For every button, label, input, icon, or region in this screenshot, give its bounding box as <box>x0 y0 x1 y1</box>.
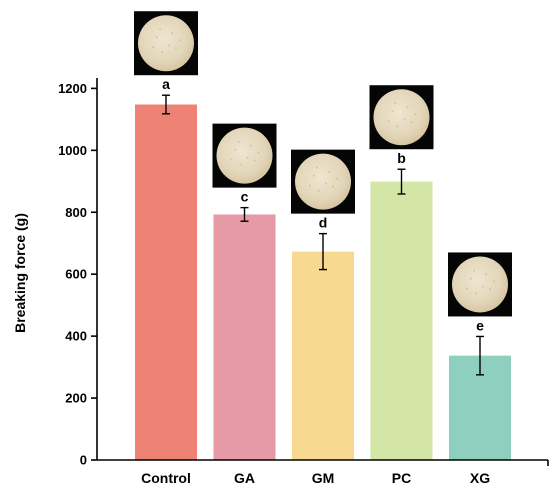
significance-labels: a c d b e <box>162 76 484 333</box>
significance-label-pc: b <box>397 150 406 166</box>
significance-label-ga: c <box>241 189 249 205</box>
error-bar-control <box>162 94 170 115</box>
x-axis-labels: Control GA GM PC XG <box>141 470 490 486</box>
y-tick-label: 800 <box>65 205 87 220</box>
y-tick-label: 600 <box>65 267 87 282</box>
bar-ga <box>213 214 276 460</box>
y-tick-label: 0 <box>80 453 87 468</box>
x-tick-label-ga: GA <box>234 470 255 486</box>
y-tick-label: 1200 <box>58 81 87 96</box>
significance-label-xg: e <box>476 317 484 333</box>
error-bar-pc <box>397 168 406 195</box>
significance-label-gm: d <box>319 215 328 231</box>
significance-label-control: a <box>162 76 170 92</box>
sample-images <box>134 11 512 317</box>
x-tick-label-pc: PC <box>392 470 411 486</box>
error-bars <box>162 94 484 376</box>
bar-gm <box>292 251 354 460</box>
error-bar-xg <box>476 335 484 376</box>
sample-disc-image-ga <box>212 123 277 188</box>
sample-disc-image-gm <box>291 149 355 214</box>
bar-pc <box>370 181 433 460</box>
x-tick-label-control: Control <box>141 470 191 486</box>
y-tick-label: 1000 <box>58 143 87 158</box>
y-tick-label: 400 <box>65 329 87 344</box>
y-axis-ticks: 0 200 400 600 800 1000 1200 <box>58 81 97 468</box>
x-tick-label-xg: XG <box>470 470 490 486</box>
y-tick-label: 200 <box>65 391 87 406</box>
sample-disc-image-pc <box>369 85 434 150</box>
sample-disc-image-control <box>134 11 198 76</box>
x-tick-label-gm: GM <box>312 470 335 486</box>
error-bar-ga <box>240 206 249 222</box>
sample-disc-image-xg <box>448 252 512 317</box>
y-axis-title: Breaking force (g) <box>12 213 28 333</box>
bars <box>135 104 511 460</box>
error-bar-gm <box>319 232 327 271</box>
bar-control <box>135 104 197 460</box>
